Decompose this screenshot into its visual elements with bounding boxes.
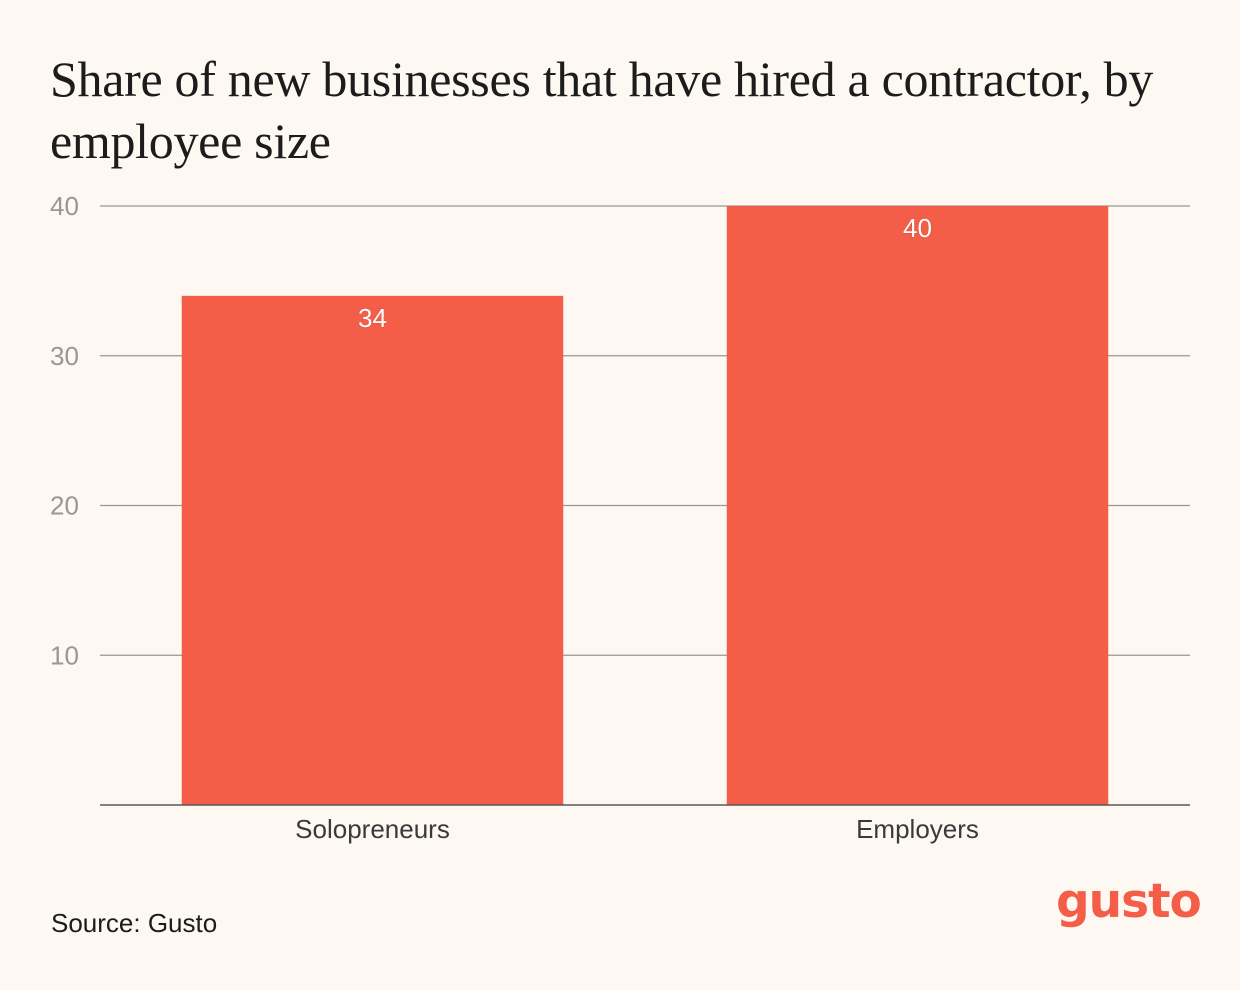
y-tick-label: 10 xyxy=(50,640,79,670)
data-label: 34 xyxy=(358,303,387,333)
x-tick-label: Employers xyxy=(856,814,979,844)
x-axis-ticks: Solopreneurs Employers xyxy=(295,814,979,844)
bar-solopreneurs xyxy=(181,295,564,805)
gusto-logo: gusto xyxy=(1056,874,1202,929)
y-tick-label: 30 xyxy=(50,341,79,371)
data-label: 40 xyxy=(903,213,932,243)
data-labels: 34 40 xyxy=(358,213,933,333)
chart-title: Share of new businesses that have hired … xyxy=(50,51,1154,169)
y-axis-ticks: 10 20 30 40 xyxy=(50,191,79,670)
y-tick-label: 40 xyxy=(50,191,79,221)
y-tick-label: 20 xyxy=(50,491,79,521)
bars xyxy=(181,206,1109,805)
bar-employers xyxy=(726,206,1109,805)
x-tick-label: Solopreneurs xyxy=(295,814,450,844)
source-note: Source: Gusto xyxy=(51,908,218,938)
